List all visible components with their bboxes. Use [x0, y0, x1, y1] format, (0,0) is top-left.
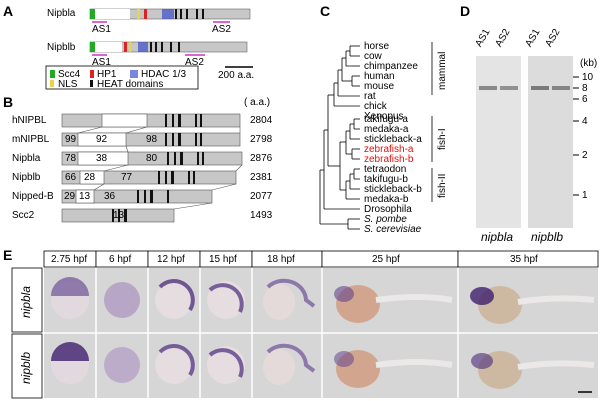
legend-label-hdac: HDAC 1/3	[141, 69, 187, 80]
panel-label-b: B	[3, 94, 14, 110]
length-unit-label: ( a.a.)	[244, 97, 271, 108]
legend-swatch-nls	[50, 80, 54, 87]
row-length-nipped-b: 2077	[250, 191, 273, 202]
identity-nippedb-3: 36	[104, 191, 116, 202]
northern-blots	[476, 56, 579, 228]
domain-diagrams	[45, 8, 253, 90]
nipbla-domain-bar	[89, 8, 251, 23]
embryos-nipbla	[51, 277, 595, 324]
blot-nipblb	[528, 56, 573, 228]
identity-nipbla-1: 78	[65, 153, 77, 164]
identity-mnipbl-3: 98	[146, 134, 158, 145]
taxon-takifugu-a: takifugu-a	[364, 114, 408, 125]
row-length-scc2: 1493	[250, 210, 273, 221]
taxon-cow: cow	[364, 51, 382, 62]
panel-label-c: C	[320, 3, 331, 19]
stage-label-2-75hpf: 2.75 hpf	[51, 254, 88, 265]
row-label-nipblb: nipblb	[19, 351, 33, 384]
identity-nipblb-3: 77	[121, 172, 133, 183]
blot-gene-label-nipblb: nipblb	[531, 230, 564, 244]
taxon-drosophila: Drosophila	[364, 204, 412, 215]
legend-label-hp1: HP1	[97, 69, 117, 80]
embryos-nipblb	[51, 342, 595, 389]
size-unit-label: (kb)	[580, 58, 598, 69]
legend-swatch-scc4	[50, 70, 55, 78]
row-name-scc2: Scc2	[12, 210, 35, 221]
row-name-nipped-b: Nipped-B	[12, 191, 54, 202]
stage-label-18hpf: 18 hpf	[267, 254, 295, 265]
alignment-diagram	[61, 113, 243, 223]
legend-box	[45, 65, 199, 90]
stage-label-12hpf: 12 hpf	[157, 254, 185, 265]
stage-label-6hpf: 6 hpf	[109, 254, 132, 265]
marker-6kb: 6	[582, 94, 588, 105]
legend-label-scc4: Scc4	[58, 69, 81, 80]
taxon-zebrafish-b: zebrafish-b	[364, 154, 414, 165]
row-name-nipbla: Nipbla	[12, 153, 41, 164]
legend-swatch-hdac	[130, 70, 138, 78]
nipblb-as2-label: AS2	[185, 57, 204, 68]
marker-2kb: 2	[582, 150, 588, 161]
identity-nipblb-2: 28	[84, 172, 96, 183]
legend-swatch-hp1	[90, 70, 94, 78]
taxon-rat: rat	[364, 91, 376, 102]
taxon-chick: chick	[364, 101, 387, 112]
row-length-nipblb: 2381	[250, 172, 273, 183]
identity-nipblb-1: 66	[65, 172, 77, 183]
row-name-nipblb: Nipblb	[12, 172, 41, 183]
row-length-mnipbl: 2798	[250, 134, 273, 145]
taxon-takifugu-b: takifugu-b	[364, 174, 408, 185]
panel-label-e: E	[3, 247, 13, 263]
protein-name-nipbla: Nipbla	[47, 8, 76, 19]
legend-swatch-heat	[90, 80, 93, 87]
panel-label-a: A	[3, 3, 14, 19]
nipblb-domain-bar	[89, 41, 248, 56]
taxon-s-pombe: S. pombe	[364, 214, 407, 225]
identity-nipbla-3: 80	[146, 153, 158, 164]
identity-nippedb-1: 29	[64, 191, 76, 202]
row-length-hnipbl: 2804	[250, 115, 273, 126]
legend-label-nls: NLS	[58, 79, 78, 90]
legend-label-heat: HEAT domains	[97, 79, 164, 90]
taxon-xenopus: Xenopus	[364, 111, 404, 122]
taxon-chimpanzee: chimpanzee	[364, 61, 418, 72]
blot-gene-label-nipbla: nipbla	[481, 230, 514, 244]
identity-mnipbl-2: 92	[96, 134, 108, 145]
taxon-horse: horse	[364, 41, 390, 52]
taxon-stickleback-a: stickleback-a	[364, 134, 422, 145]
taxon-human: human	[364, 71, 395, 82]
marker-4kb: 4	[582, 116, 588, 127]
identity-nipbla-2: 38	[96, 153, 108, 164]
row-name-mnipbl: mNIPBL	[12, 134, 50, 145]
marker-1kb: 1	[582, 190, 588, 201]
identity-mnipbl-1: 99	[65, 134, 77, 145]
stage-label-25hpf: 25 hpf	[372, 254, 400, 265]
nipbla-as2-label: AS2	[212, 24, 231, 35]
nipblb-as1-label: AS1	[92, 57, 111, 68]
taxon-zebrafish-a: zebrafish-a	[364, 144, 414, 155]
marker-8kb: 8	[582, 83, 588, 94]
stage-label-15hpf: 15 hpf	[209, 254, 237, 265]
protein-name-nipblb: Nipblb	[47, 42, 76, 53]
phylogenetic-tree	[319, 42, 433, 230]
scale-bar-label: 200 a.a.	[218, 70, 255, 81]
row-length-nipbla: 2876	[250, 153, 273, 164]
taxon-stickleback-b: stickleback-b	[364, 184, 422, 195]
nipbla-as1-label: AS1	[92, 24, 111, 35]
row-label-nipbla: nipbla	[19, 285, 33, 318]
identity-scc2-1: 13	[113, 210, 125, 221]
stage-label-35hpf: 35 hpf	[510, 254, 538, 265]
taxon-medaka-b: medaka-b	[364, 194, 409, 205]
row-name-hnipbl: hNIPBL	[12, 115, 47, 126]
taxon-mouse: mouse	[364, 81, 395, 92]
taxon-medaka-a: medaka-a	[364, 124, 409, 135]
identity-nippedb-2: 13	[79, 191, 91, 202]
blot-nipbla	[476, 56, 521, 228]
taxon-tetraodon: tetraodon	[364, 164, 407, 175]
taxon-s-cerevisiae: S. cerevisiae	[364, 224, 422, 235]
marker-10kb: 10	[582, 72, 594, 83]
panel-label-d: D	[460, 3, 471, 19]
